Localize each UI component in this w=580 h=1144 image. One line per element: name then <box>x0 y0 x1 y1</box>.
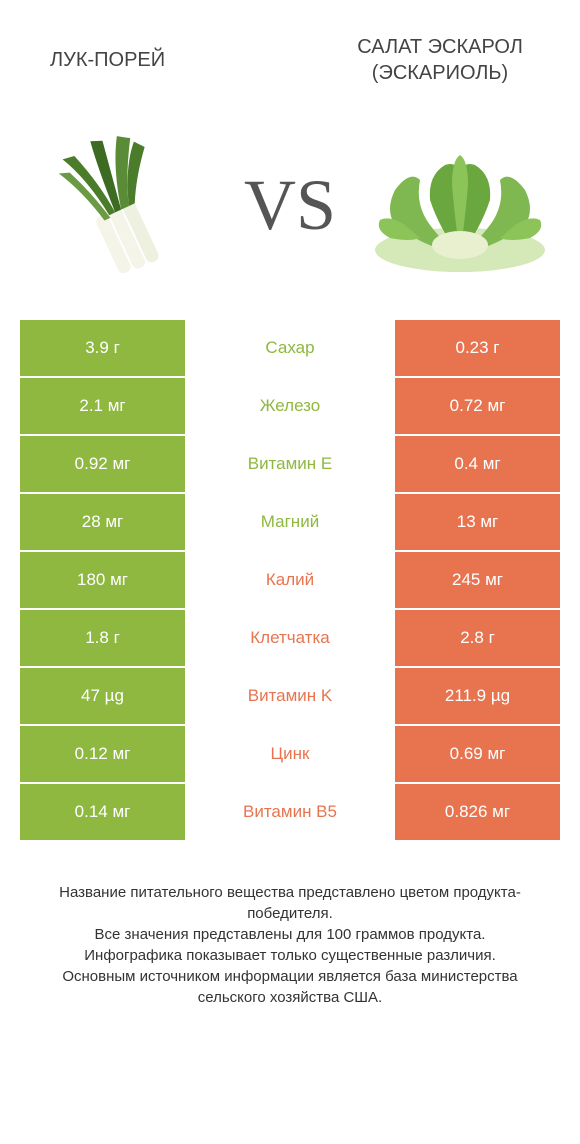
table-row: 0.12 мгЦинк0.69 мг <box>20 726 560 782</box>
value-right: 211.9 µg <box>395 668 560 724</box>
footnote: Название питательного вещества представл… <box>0 842 580 1008</box>
escarole-image <box>360 125 560 285</box>
vs-label: VS <box>244 164 336 247</box>
nutrient-label: Калий <box>185 552 395 608</box>
value-right: 2.8 г <box>395 610 560 666</box>
value-left: 3.9 г <box>20 320 185 376</box>
footnote-line: Название питательного вещества представл… <box>30 882 550 924</box>
value-left: 28 мг <box>20 494 185 550</box>
product-right-title: САЛАТ ЭСКАРОЛ (ЭСКАРИОЛЬ) <box>330 34 550 86</box>
table-row: 28 мгМагний13 мг <box>20 494 560 550</box>
nutrient-label: Витамин K <box>185 668 395 724</box>
table-row: 1.8 гКлетчатка2.8 г <box>20 610 560 666</box>
nutrient-label: Магний <box>185 494 395 550</box>
table-row: 180 мгКалий245 мг <box>20 552 560 608</box>
value-left: 2.1 мг <box>20 378 185 434</box>
nutrient-label: Сахар <box>185 320 395 376</box>
footnote-line: Основным источником информации является … <box>30 966 550 1008</box>
table-row: 3.9 гСахар0.23 г <box>20 320 560 376</box>
product-left-title: ЛУК-ПОРЕЙ <box>30 47 210 73</box>
product-images-row: VS <box>0 100 580 320</box>
value-right: 0.4 мг <box>395 436 560 492</box>
value-left: 0.12 мг <box>20 726 185 782</box>
nutrient-label: Витамин E <box>185 436 395 492</box>
value-left: 180 мг <box>20 552 185 608</box>
table-row: 47 µgВитамин K211.9 µg <box>20 668 560 724</box>
value-right: 0.69 мг <box>395 726 560 782</box>
nutrient-label: Цинк <box>185 726 395 782</box>
footnote-line: Инфографика показывает только существенн… <box>30 945 550 966</box>
nutrient-label: Клетчатка <box>185 610 395 666</box>
comparison-table: 3.9 гСахар0.23 г2.1 мгЖелезо0.72 мг0.92 … <box>0 320 580 840</box>
footnote-line: Все значения представлены для 100 граммо… <box>30 924 550 945</box>
table-row: 0.92 мгВитамин E0.4 мг <box>20 436 560 492</box>
table-row: 2.1 мгЖелезо0.72 мг <box>20 378 560 434</box>
value-right: 245 мг <box>395 552 560 608</box>
nutrient-label: Витамин B5 <box>185 784 395 840</box>
header: ЛУК-ПОРЕЙ САЛАТ ЭСКАРОЛ (ЭСКАРИОЛЬ) <box>0 0 580 100</box>
table-row: 0.14 мгВитамин B50.826 мг <box>20 784 560 840</box>
value-right: 13 мг <box>395 494 560 550</box>
value-left: 47 µg <box>20 668 185 724</box>
value-left: 0.92 мг <box>20 436 185 492</box>
nutrient-label: Железо <box>185 378 395 434</box>
value-left: 1.8 г <box>20 610 185 666</box>
value-right: 0.826 мг <box>395 784 560 840</box>
value-right: 0.72 мг <box>395 378 560 434</box>
value-left: 0.14 мг <box>20 784 185 840</box>
leek-image <box>20 125 220 285</box>
value-right: 0.23 г <box>395 320 560 376</box>
